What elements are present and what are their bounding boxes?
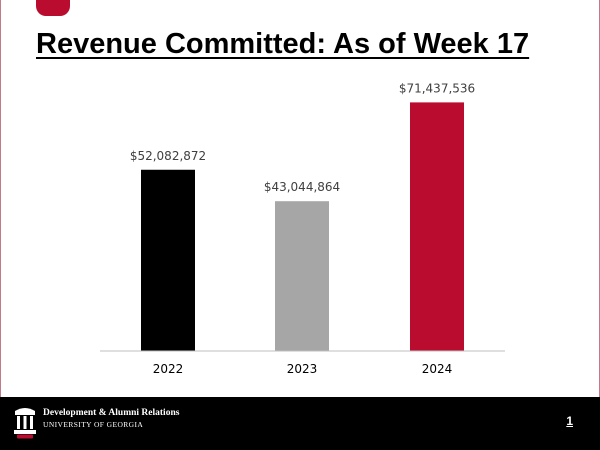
x-tick-label-2022: 2022: [153, 362, 184, 376]
data-label-2022: $52,082,872: [130, 149, 206, 163]
slide-border-left: [0, 0, 1, 397]
page-number: 1: [566, 414, 573, 428]
x-tick-label-2024: 2024: [422, 362, 453, 376]
accent-tab: [36, 0, 70, 16]
data-label-2024: $71,437,536: [399, 81, 475, 95]
bar-2023: [275, 201, 329, 351]
slide-title: Revenue Committed: As of Week 17: [36, 28, 530, 60]
data-label-2023: $43,044,864: [264, 180, 340, 194]
x-tick-label-2023: 2023: [287, 362, 318, 376]
bar-2024: [410, 102, 464, 352]
revenue-bar-chart: $52,082,872 2022 $43,044,864 2023 $71,437,53…: [100, 81, 505, 376]
footer-bar: Development & Alumni Relations UNIVERSIT…: [0, 397, 600, 450]
uga-arch-logo-icon: [14, 408, 36, 439]
bar-2022: [141, 169, 195, 351]
org-subtitle: UNIVERSITY OF GEORGIA: [43, 420, 144, 429]
org-name: Development & Alumni Relations: [43, 408, 180, 418]
